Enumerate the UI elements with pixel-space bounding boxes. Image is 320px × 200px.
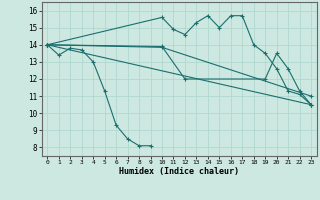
X-axis label: Humidex (Indice chaleur): Humidex (Indice chaleur) [119,167,239,176]
